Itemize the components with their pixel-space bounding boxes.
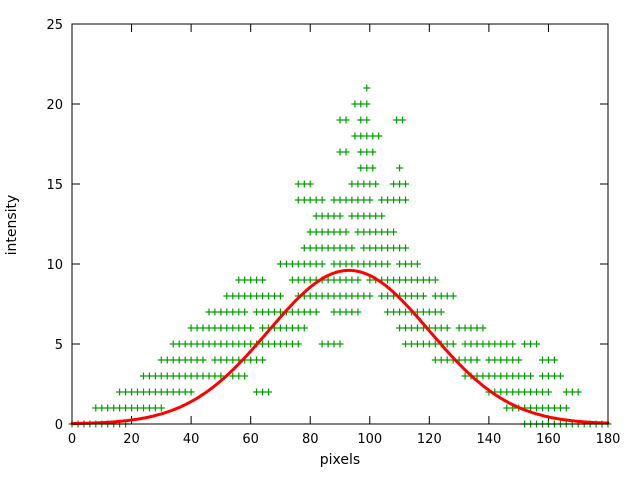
svg-text:0: 0 [55,418,63,433]
svg-text:80: 80 [302,432,319,447]
svg-text:5: 5 [55,338,63,353]
svg-text:60: 60 [242,432,259,447]
svg-text:15: 15 [46,178,63,193]
svg-text:20: 20 [123,432,140,447]
svg-text:160: 160 [536,432,561,447]
svg-text:40: 40 [183,432,200,447]
x-axis-label: pixels [319,452,361,468]
svg-text:20: 20 [46,98,63,113]
svg-text:180: 180 [596,432,621,447]
svg-text:25: 25 [46,18,63,33]
svg-text:0: 0 [68,432,76,447]
svg-text:120: 120 [417,432,442,447]
svg-text:100: 100 [357,432,382,447]
y-axis-label: intensity [4,194,20,256]
svg-text:140: 140 [476,432,501,447]
svg-text:10: 10 [46,258,63,273]
